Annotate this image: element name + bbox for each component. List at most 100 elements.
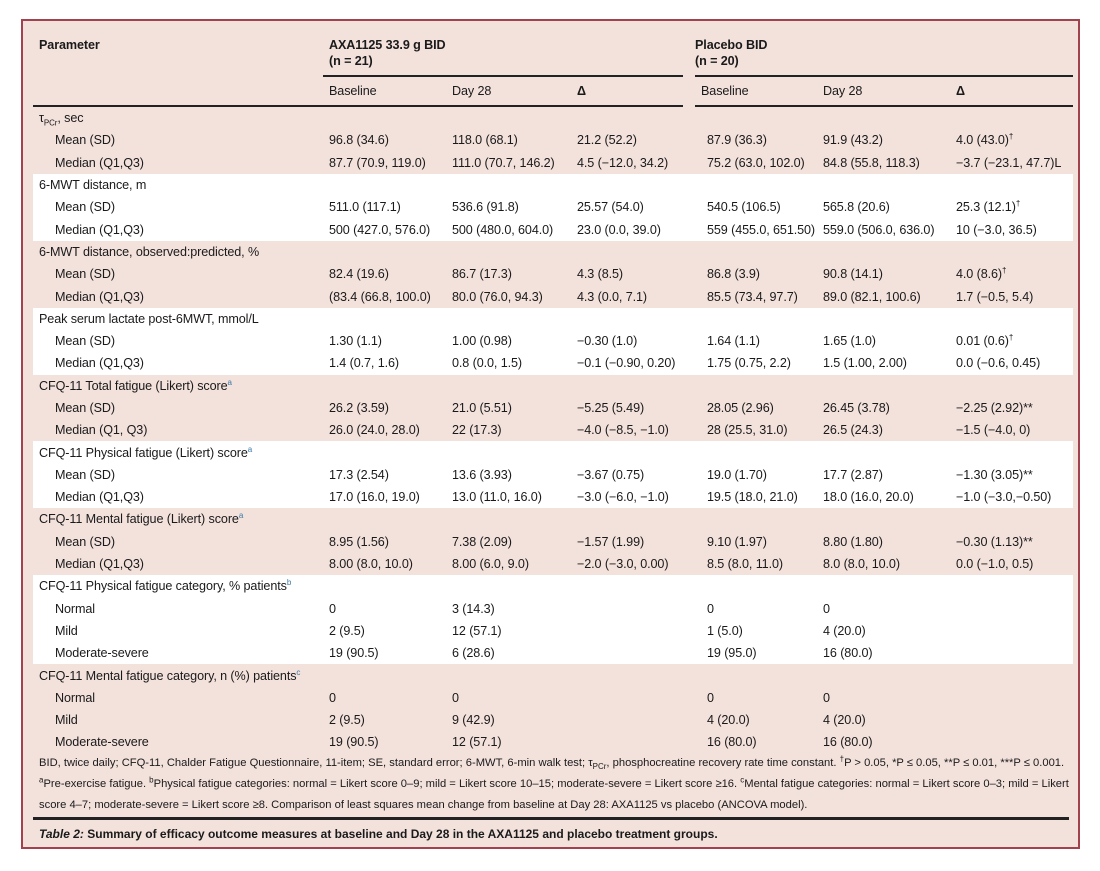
table-cell: 1.64 (1.1) (689, 329, 817, 353)
caption-rule (33, 817, 1069, 820)
table-cell: 91.9 (43.2) (823, 133, 883, 148)
table-cell: −1.0 (−3.0,−0.50) (950, 486, 1073, 509)
table-cell: 17.0 (16.0, 19.0) (323, 486, 446, 509)
table-cell: 3 (14.3) (446, 597, 571, 620)
table-row: Mild 2 (9.5) 9 (42.9) 4 (20.0) 4 (20.0) (33, 709, 1073, 731)
table-cell: 1 (5.0) (689, 619, 817, 643)
table-cell: 1.5 (1.00, 2.00) (817, 352, 950, 375)
table-caption: Table 2: Summary of efficacy outcome mea… (39, 827, 718, 841)
table-row: Mean (SD) 8.95 (1.56) 7.38 (2.09) −1.57 (1.… (33, 531, 1073, 553)
header-group-axa1125: AXA1125 33.9 g BID (n = 21) (329, 38, 446, 68)
table-cell: 118.0 (68.1) (452, 133, 518, 148)
table-row: Mean (SD) 1.30 (1.1) 1.00 (0.98) −0.30 (1.0… (33, 329, 1073, 353)
row-label: Normal (55, 690, 95, 705)
section-header-row: CFQ-11 Physical fatigue (Likert) scorea (33, 441, 1073, 464)
row-label: Mild (55, 713, 78, 728)
table-cell: −1.5 (−4.0, 0) (956, 423, 1031, 438)
section-title: CFQ-11 Physical fatigue category, % pati… (33, 575, 1073, 598)
table-cell: 7.38 (2.09) (452, 534, 512, 549)
table-cell: 0.0 (−1.0, 0.5) (956, 557, 1034, 572)
row-label: Median (Q1,Q3) (55, 289, 144, 304)
table-cell: 12 (57.1) (446, 619, 571, 643)
table-cell: 96.8 (34.6) (329, 133, 389, 148)
table-cell: 511.0 (117.1) (323, 196, 446, 219)
table-cell: 82.4 (19.6) (329, 267, 389, 282)
table-cell: 0 (329, 690, 336, 705)
table-cell: 8.95 (1.56) (329, 534, 389, 549)
row-label: Mean (SD) (33, 196, 323, 219)
table-cell: 90.8 (14.1) (823, 267, 883, 282)
table-cell: 1.65 (1.0) (817, 329, 950, 353)
section-title: τPCr, sec (39, 111, 84, 128)
table-cell: 19.5 (18.0, 21.0) (689, 486, 817, 509)
table-cell: 16 (80.0) (823, 735, 873, 750)
table-cell: 1.75 (0.75, 2.2) (689, 352, 817, 375)
section-header-row: CFQ-11 Physical fatigue category, % pati… (33, 575, 1073, 598)
header-baseline: Baseline (323, 75, 446, 107)
table-row: Median (Q1,Q3) 8.00 (8.0, 10.0) 8.00 (6.0,… (33, 553, 1073, 575)
table-cell: −4.0 (−8.5, −1.0) (577, 423, 669, 438)
table-row: Mean (SD) 96.8 (34.6) 118.0 (68.1) 21.2 (52… (33, 129, 1073, 151)
table-cell: 8.00 (8.0, 10.0) (329, 557, 413, 572)
row-label: Mean (SD) (55, 401, 115, 415)
row-label: Moderate-severe (33, 642, 323, 665)
table-cell: 16 (80.0) (707, 735, 757, 750)
table-cell: 26.45 (3.78) (823, 401, 890, 415)
table-cell: 19 (90.5) (329, 735, 379, 750)
table-cell: 1.7 (−0.5, 5.4) (956, 289, 1034, 304)
table-cell: 559.0 (506.0, 636.0) (817, 218, 950, 241)
table-cell: 4.0 (43.0)† (956, 132, 1014, 148)
table-cell: 2 (9.5) (323, 619, 446, 643)
row-label: Moderate-severe (55, 735, 149, 750)
table-cell: 0 (689, 597, 817, 620)
table-cell: 0.0 (−0.6, 0.45) (950, 352, 1073, 375)
table-cell (571, 642, 689, 665)
table-cell: 2 (9.5) (329, 713, 365, 728)
table-cell: −2.25 (2.92)** (956, 401, 1033, 415)
table-cell: 536.6 (91.8) (446, 196, 571, 219)
table-cell: 87.9 (36.3) (707, 133, 767, 148)
table-cell: 87.7 (70.9, 119.0) (329, 155, 426, 170)
table-cell: 75.2 (63.0, 102.0) (707, 155, 805, 170)
header-delta: Δ (950, 75, 1073, 107)
table-cell: 85.5 (73.4, 97.7) (707, 289, 798, 304)
table-row: Normal 0 3 (14.3) 0 0 (33, 597, 1073, 620)
table-cell: 26.2 (3.59) (329, 401, 389, 415)
table-cell (571, 597, 689, 620)
row-label: Mean (SD) (33, 329, 323, 353)
table-cell: 22 (17.3) (452, 423, 502, 438)
section-header-row: CFQ-11 Mental fatigue (Likert) scorea (33, 508, 1073, 530)
table-cell: 8.5 (8.0, 11.0) (707, 557, 783, 572)
table-cell: −1.30 (3.05)** (950, 463, 1073, 487)
table-cell: 19.0 (1.70) (689, 463, 817, 487)
table-row: Median (Q1, Q3) 26.0 (24.0, 28.0) 22 (17.3… (33, 419, 1073, 441)
table-row: Mild 2 (9.5) 12 (57.1) 1 (5.0) 4 (20.0) (33, 619, 1073, 643)
section-header-row: 6-MWT distance, observed:predicted, % (33, 241, 1073, 263)
table-cell (571, 731, 689, 753)
table-body: τPCr, sec Mean (SD) 96.8 (34.6) 118.0 (68.1… (33, 106, 1073, 754)
table-cell: 28.05 (2.96) (707, 401, 774, 415)
table-cell: 28 (25.5, 31.0) (707, 423, 788, 438)
row-label: Median (Q1,Q3) (55, 155, 144, 170)
table-cell: 4 (20.0) (823, 713, 866, 728)
header-baseline: Baseline (683, 75, 817, 107)
table-cell: 26.0 (24.0, 28.0) (329, 423, 420, 438)
row-label: Median (Q1,Q3) (55, 557, 144, 572)
row-label: Median (Q1,Q3) (33, 218, 323, 241)
table-cell: 4 (20.0) (817, 619, 950, 643)
section-header-row: Peak serum lactate post-6MWT, mmol/L (33, 307, 1073, 330)
header-day28: Day 28 (446, 75, 571, 107)
table-cell: 84.8 (55.8, 118.3) (823, 155, 920, 170)
table-cell: 89.0 (82.1, 100.6) (823, 289, 921, 304)
table-cell: 17.7 (2.87) (817, 463, 950, 487)
table-row: Mean (SD) 511.0 (117.1) 536.6 (91.8) 25.57 … (33, 196, 1073, 219)
table-cell: 565.8 (20.6) (817, 196, 950, 219)
table-cell: 559 (455.0, 651.50) (689, 218, 817, 241)
row-label: Mild (33, 619, 323, 643)
table-cell (571, 619, 689, 643)
efficacy-table: Parameter AXA1125 33.9 g BID (n = 21) Pla… (33, 31, 1073, 754)
table-cell: 500 (427.0, 576.0) (323, 218, 446, 241)
table-cell: 80.0 (76.0, 94.3) (452, 289, 543, 304)
table-cell: 0 (323, 597, 446, 620)
table-cell (950, 731, 1073, 753)
